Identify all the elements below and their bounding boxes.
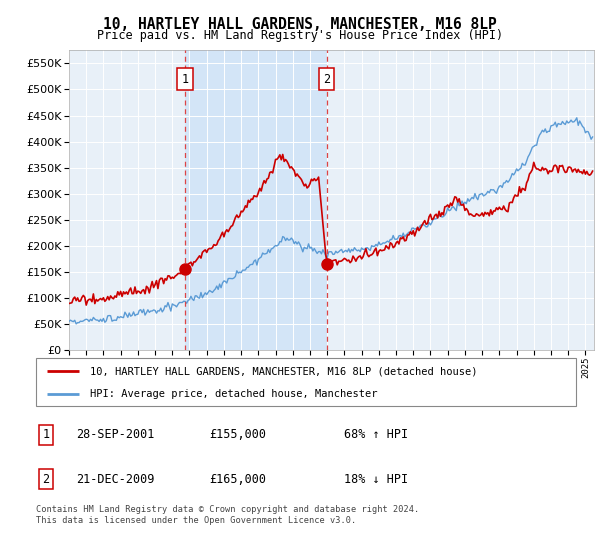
Text: Price paid vs. HM Land Registry's House Price Index (HPI): Price paid vs. HM Land Registry's House … — [97, 29, 503, 42]
Text: 21-DEC-2009: 21-DEC-2009 — [77, 473, 155, 486]
Text: £155,000: £155,000 — [209, 428, 266, 441]
FancyBboxPatch shape — [36, 358, 576, 406]
Text: 18% ↓ HPI: 18% ↓ HPI — [344, 473, 408, 486]
Text: 10, HARTLEY HALL GARDENS, MANCHESTER, M16 8LP: 10, HARTLEY HALL GARDENS, MANCHESTER, M1… — [103, 17, 497, 32]
Text: 1: 1 — [42, 428, 49, 441]
Text: 2: 2 — [323, 73, 330, 86]
Text: 28-SEP-2001: 28-SEP-2001 — [77, 428, 155, 441]
Text: 1: 1 — [182, 73, 189, 86]
Text: 68% ↑ HPI: 68% ↑ HPI — [344, 428, 408, 441]
Text: 10, HARTLEY HALL GARDENS, MANCHESTER, M16 8LP (detached house): 10, HARTLEY HALL GARDENS, MANCHESTER, M1… — [90, 366, 478, 376]
Bar — [185, 50, 326, 350]
Text: HPI: Average price, detached house, Manchester: HPI: Average price, detached house, Manc… — [90, 389, 377, 399]
Text: 2: 2 — [42, 473, 49, 486]
Text: £165,000: £165,000 — [209, 473, 266, 486]
Text: Contains HM Land Registry data © Crown copyright and database right 2024.
This d: Contains HM Land Registry data © Crown c… — [36, 505, 419, 525]
